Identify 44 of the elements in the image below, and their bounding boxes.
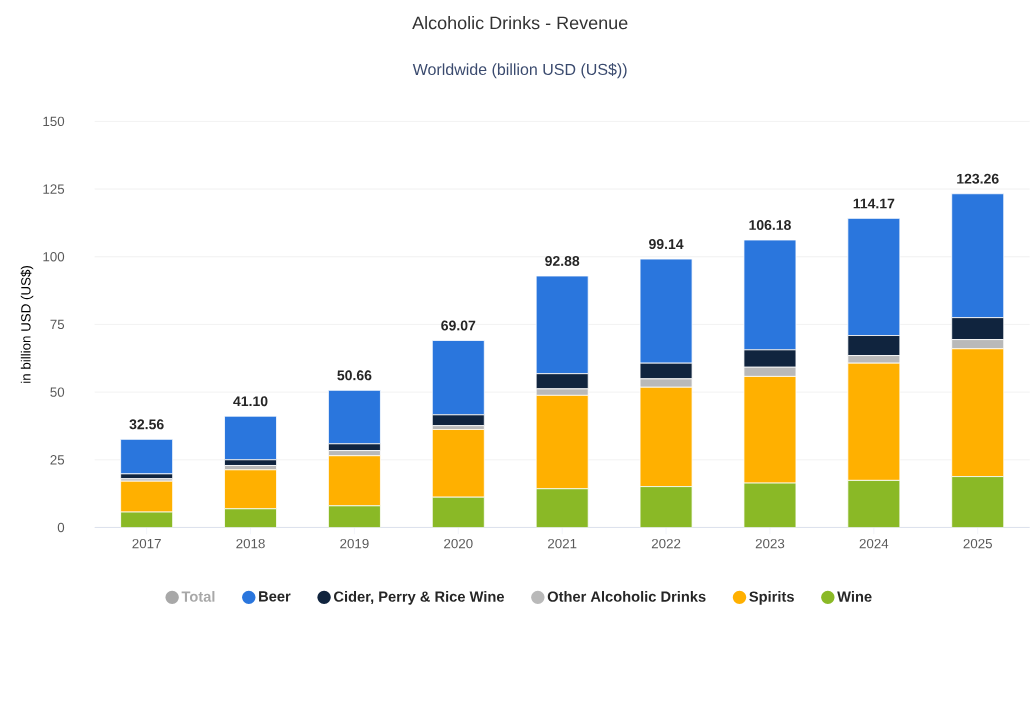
chart-title: Alcoholic Drinks - Revenue: [412, 16, 628, 30]
x-tick-label: 2024: [859, 539, 889, 549]
total-label: 123.26: [957, 174, 999, 184]
bar: [120, 439, 174, 475]
y-tick-label: 50: [50, 387, 65, 398]
x-tick-label: 2021: [548, 539, 577, 549]
bar: [847, 480, 901, 528]
bar: [639, 486, 693, 528]
total-label: 92.88: [545, 256, 580, 267]
y-tick-label: 75: [50, 319, 65, 330]
y-tick-label: 25: [50, 455, 65, 465]
legend-label: Total: [181, 591, 215, 603]
x-tick-label: 2022: [651, 539, 681, 549]
legend-label: Beer: [259, 591, 291, 602]
total-label: 50.66: [337, 370, 372, 381]
y-tick-label: 0: [57, 522, 65, 533]
y-tick-label: 125: [43, 184, 65, 194]
x-tick-label: 2017: [132, 539, 161, 549]
bar: [535, 488, 589, 528]
total-label: 114.17: [853, 198, 895, 209]
total-label: 99.14: [649, 239, 684, 250]
bar: [328, 505, 381, 528]
bar: [224, 416, 277, 461]
x-tick-label: 2023: [755, 539, 785, 549]
chart-subtitle: Worldwide (billion USD (US$)): [412, 63, 627, 79]
total-label: 106.18: [749, 220, 791, 231]
x-tick-label: 2025: [963, 539, 992, 549]
y-tick-label: 150: [43, 116, 65, 127]
bar: [224, 508, 277, 528]
bar: [951, 476, 1005, 528]
bar: [743, 482, 797, 528]
y-axis-title: in billion USD (US$): [20, 266, 34, 384]
x-tick-label: 2020: [444, 539, 473, 549]
legend-label: Wine: [837, 591, 872, 603]
x-tick-label: 2018: [236, 539, 265, 549]
legend-label: Other Alcoholic Drinks: [547, 591, 706, 603]
total-label: 69.07: [441, 320, 476, 331]
bar: [431, 496, 485, 528]
y-tick-label: 100: [43, 252, 65, 262]
total-label: 41.10: [233, 396, 268, 407]
legend-label: Spirits: [749, 591, 794, 605]
legend-label: Cider, Perry & Rice Wine: [334, 591, 504, 605]
x-tick-label: 2019: [340, 539, 369, 549]
total-label: 32.56: [129, 419, 164, 430]
